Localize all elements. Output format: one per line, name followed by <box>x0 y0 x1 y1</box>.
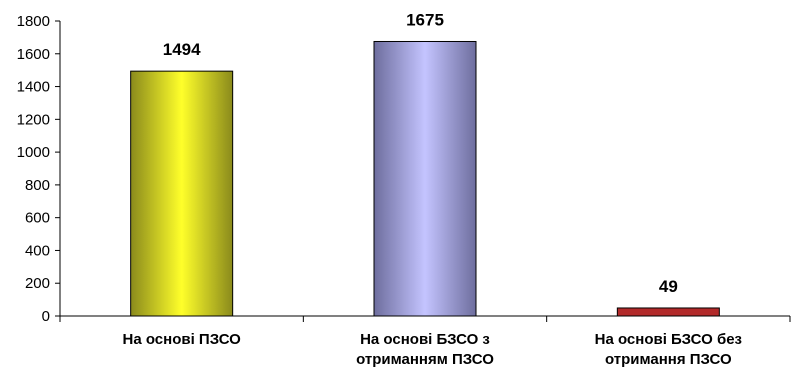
category-label-3: На основі БЗСО без отримання ПЗСО <box>595 331 742 368</box>
y-tick-label: 400 <box>25 242 50 259</box>
data-labels: 1494 1675 49 <box>163 10 678 295</box>
y-tick-label: 0 <box>42 308 50 325</box>
bar-2 <box>373 40 477 317</box>
data-label-2: 1675 <box>406 10 444 29</box>
y-tick-label: 1400 <box>17 79 50 96</box>
bars <box>130 40 720 317</box>
y-tick-label: 1600 <box>17 46 50 63</box>
y-tick-label: 1000 <box>17 144 50 161</box>
y-axis: 0 200 400 600 800 1000 1200 1400 1600 1800 <box>17 13 61 325</box>
x-axis: На основі ПЗСО На основі БЗСО з отриманням… <box>59 315 791 368</box>
category-label-1: На основі ПЗСО <box>122 331 241 348</box>
category-label-2: На основі БЗСО з отриманням ПЗСО <box>356 331 494 368</box>
y-tick-label: 1200 <box>17 111 50 128</box>
y-tick-label: 200 <box>25 275 50 292</box>
data-label-3: 49 <box>659 277 678 296</box>
y-tick-label: 600 <box>25 210 50 227</box>
y-tick-label: 1800 <box>17 13 50 30</box>
bar-1 <box>130 70 234 317</box>
data-label-1: 1494 <box>163 40 201 59</box>
bar-3 <box>616 307 720 317</box>
y-tick-label: 800 <box>25 177 50 194</box>
